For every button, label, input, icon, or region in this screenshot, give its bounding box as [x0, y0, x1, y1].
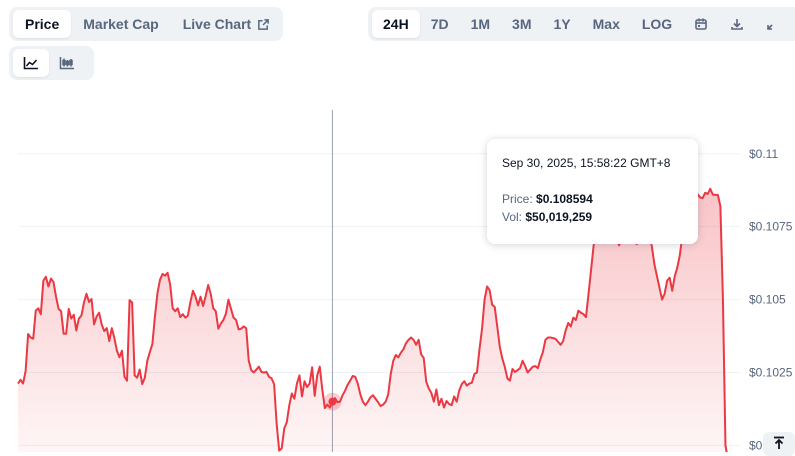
calendar-button[interactable] [683, 10, 719, 38]
y-tick-label: $0.1025 [749, 366, 793, 380]
line-chart-icon [23, 56, 39, 70]
tooltip-vol-value: $50,019,259 [525, 210, 593, 224]
download-button[interactable] [719, 10, 755, 38]
tooltip-price-row: Price: $0.108594 [502, 192, 683, 206]
tab-range-3m[interactable]: 3M [501, 10, 542, 38]
tooltip-price-label: Price: [502, 192, 533, 206]
tab-range-1y[interactable]: 1Y [543, 10, 582, 38]
tab-range-7d-label: 7D [430, 16, 449, 32]
expand-button[interactable] [755, 10, 791, 38]
tab-log-scale[interactable]: LOG [631, 10, 683, 38]
external-link-icon [257, 18, 270, 31]
chart-type-tabs [9, 46, 94, 80]
tab-range-1m[interactable]: 1M [460, 10, 501, 38]
tab-range-1m-label: 1M [470, 16, 491, 32]
scroll-to-top-button[interactable] [763, 432, 795, 456]
price-area [18, 188, 727, 452]
tab-range-7d[interactable]: 7D [420, 10, 460, 38]
tab-live-chart[interactable]: Live Chart [171, 10, 282, 38]
candlestick-chart-icon [59, 56, 75, 70]
tab-range-max[interactable]: Max [582, 10, 631, 38]
tooltip-vol-label: Vol: [502, 210, 523, 224]
tooltip-price-value: $0.108594 [536, 192, 593, 206]
tab-price[interactable]: Price [13, 10, 72, 38]
view-tabs: Price Market Cap Live Chart [9, 7, 283, 41]
y-axis-ticks: $0.1$0.1025$0.105$0.1075$0.11 [749, 147, 793, 452]
tooltip-vol-row: Vol: $50,019,259 [502, 210, 683, 224]
line-chart-button[interactable] [13, 49, 49, 77]
tooltip-time: Sep 30, 2025, 15:58:22 GMT+8 [502, 156, 671, 170]
y-tick-label: $0.11 [749, 147, 778, 161]
y-tick-label: $0.105 [749, 293, 786, 307]
calendar-icon [694, 17, 708, 31]
tab-log-scale-label: LOG [641, 16, 673, 32]
arrow-up-to-line-icon [773, 436, 785, 450]
candlestick-chart-button[interactable] [49, 49, 85, 77]
tab-range-max-label: Max [592, 16, 620, 32]
price-tooltip: Sep 30, 2025, 15:58:22 GMT+8 Price: $0.1… [487, 139, 698, 244]
tab-price-label: Price [25, 16, 60, 32]
tab-live-chart-label: Live Chart [182, 16, 252, 32]
tab-range-24h[interactable]: 24H [372, 10, 420, 38]
expand-icon [766, 17, 780, 31]
tab-market-cap-label: Market Cap [83, 16, 159, 32]
y-tick-label: $0.1075 [749, 220, 793, 234]
tab-range-3m-label: 3M [512, 16, 532, 32]
download-icon [730, 17, 744, 31]
tab-market-cap[interactable]: Market Cap [71, 10, 170, 38]
range-tabs: 24H 7D 1M 3M 1Y Max LOG [368, 7, 795, 41]
hover-marker [328, 397, 337, 406]
tab-range-24h-label: 24H [383, 16, 409, 32]
tab-range-1y-label: 1Y [553, 16, 571, 32]
